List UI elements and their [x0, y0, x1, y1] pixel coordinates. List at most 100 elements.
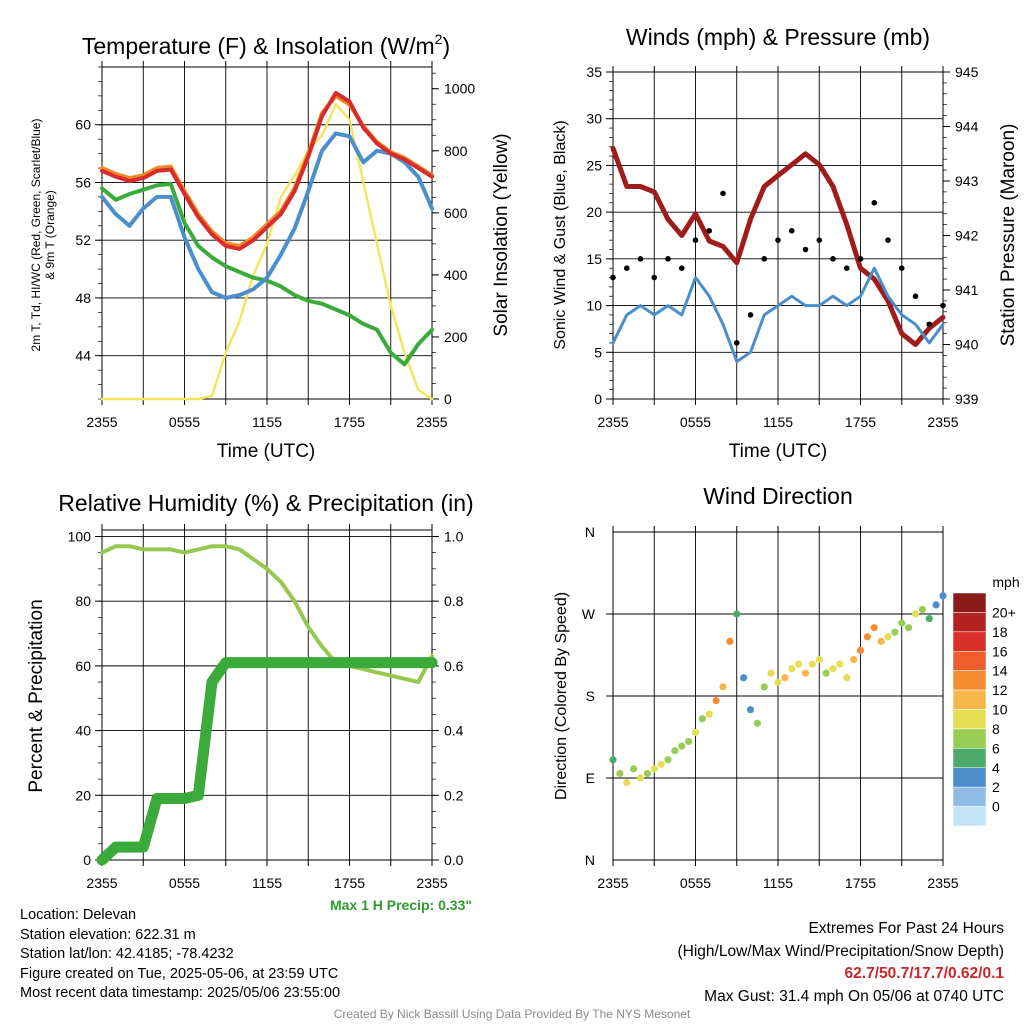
temperature-ytick-label: 44 [75, 348, 91, 364]
wind-direction-ytick-label: S [586, 688, 595, 704]
humidity-ytick-label: 80 [75, 593, 91, 609]
winds-ytick-right-label: 941 [955, 282, 979, 298]
winds-series-gust [706, 228, 713, 234]
winds-series-gust [775, 237, 781, 243]
winds-ytick-label: 15 [586, 251, 602, 267]
wind-direction-point [705, 710, 713, 718]
colorbar-swatch [952, 631, 987, 652]
humidity-series-precipitation [96, 657, 438, 866]
wind-direction-point [643, 769, 651, 778]
wind-direction-point [795, 660, 803, 668]
wind-direction-point [753, 719, 761, 727]
wind-direction-point [691, 728, 700, 737]
temperature-series-solar-insolation [100, 102, 434, 401]
temperature-ytick-right-label: 0 [444, 391, 452, 407]
humidity-xtick-label: 2355 [86, 875, 117, 891]
winds-xlabel: Time (UTC) [729, 441, 828, 462]
temperature-ytick-right-label: 600 [444, 205, 468, 221]
colorbar-swatch [952, 748, 987, 768]
wind-direction-point [733, 610, 741, 618]
winds-ytick-right-label: 945 [955, 64, 979, 80]
humidity-chart-title: Relative Humidity (%) & Precipitation (i… [58, 490, 473, 516]
wind-direction-point [898, 619, 906, 627]
temperature-ytick-right-label: 400 [444, 267, 468, 283]
wind-direction-point [822, 669, 830, 677]
colorbar-swatch [952, 767, 987, 788]
winds-series-gust [651, 274, 658, 281]
wind-direction-point [905, 624, 913, 632]
extremes-values: 62.7/50.7/17.7/0.62/0.1 [844, 965, 1004, 982]
temperature-ytick-right-label: 800 [444, 143, 468, 159]
winds-ytick-label: 20 [586, 204, 602, 220]
humidity-xtick-label: 0555 [169, 875, 200, 891]
wind-direction-point [856, 646, 865, 655]
wind-direction-point [671, 747, 679, 755]
winds-series-gust [843, 265, 850, 272]
colorbar-label: 20+ [992, 604, 1016, 620]
winds-ytick-right-label: 939 [955, 391, 979, 407]
temperature-ytick-right-label: 1000 [444, 81, 475, 97]
winds-ylabel-left: Sonic Wind & Gust (Blue, Black) [552, 120, 569, 349]
figure-created: Figure created on Tue, 2025-05-06, at 23… [20, 965, 339, 982]
wind-direction-ylabel: Direction (Colored By Speed) [553, 592, 570, 800]
wind-direction-point [863, 633, 871, 641]
temperature-ylabel-left-line2: & 9m T (Orange) [43, 190, 57, 280]
colorbar-swatch [952, 651, 987, 671]
humidity-ytick-right-label: 1.0 [444, 528, 464, 544]
wind-direction-xtick-label: 2355 [927, 875, 958, 891]
station-latlon: Station lat/lon: 42.4185; -78.4232 [20, 946, 234, 962]
colorbar-label: 14 [992, 663, 1008, 679]
temperature-xtick-label: 0555 [169, 414, 200, 430]
winds-ytick-label: 10 [586, 298, 602, 314]
winds-xtick-label: 2355 [927, 414, 958, 430]
winds-series-gust [610, 274, 616, 281]
wind-direction-point [829, 665, 837, 673]
humidity-ytick-label: 60 [75, 658, 91, 674]
temperature-xtick-label: 2355 [416, 414, 447, 430]
humidity-ytick-label: 0 [83, 852, 91, 868]
wind-direction-point [657, 760, 665, 768]
temperature-ytick-label: 56 [75, 174, 91, 190]
wind-direction-point [726, 637, 734, 645]
humidity-xtick-label: 2355 [416, 875, 447, 891]
wind-direction-ytick-label: W [582, 606, 596, 622]
temperature-xtick-label: 2355 [86, 414, 117, 430]
winds-series-gust [871, 200, 878, 206]
colorbar-swatch [952, 709, 987, 730]
humidity-ytick-label: 40 [75, 723, 91, 739]
wind-direction-point [850, 655, 858, 664]
temperature-chart-title: Temperature (F) & Insolation (W/m2) [82, 31, 450, 59]
most-recent-data: Most recent data timestamp: 2025/05/06 2… [20, 985, 341, 1001]
winds-series-gust [665, 256, 671, 262]
wind-direction-point [877, 637, 885, 645]
winds-series-gust [912, 293, 919, 300]
humidity-ytick-label: 20 [75, 787, 91, 803]
winds-series-gust [720, 190, 726, 197]
winds-series-gust [926, 321, 933, 328]
humidity-ytick-right-label: 0.0 [444, 852, 464, 868]
wind-direction-point [774, 678, 782, 686]
colorbar-label: 10 [992, 702, 1008, 718]
credit-line: Created By Nick Bassill Using Data Provi… [333, 1007, 691, 1021]
wind-direction-xtick-label: 1155 [763, 875, 793, 891]
winds-ytick-label: 35 [586, 64, 602, 80]
winds-series-station-pressure [610, 145, 946, 347]
humidity-xtick-label: 1755 [334, 875, 365, 891]
extremes-box: Extremes For Past 24 Hours (High/Low/Max… [678, 918, 1005, 1008]
winds-series-gust [857, 256, 864, 262]
temperature-ylabel-left-line1: 2m T, Td, HI/WC (Red, Green, Scarlet/Blu… [29, 119, 43, 352]
winds-ytick-label: 0 [594, 391, 602, 407]
winds-series-gust [637, 256, 644, 262]
wind-direction-xtick-label: 0555 [680, 875, 711, 891]
wind-direction-point [843, 674, 851, 682]
winds-series-gust [692, 237, 699, 243]
wind-direction-point [836, 660, 844, 668]
colorbar-label: 12 [992, 682, 1008, 698]
wind-direction-point [664, 756, 672, 764]
colorbar-label: 4 [992, 760, 1000, 776]
wind-direction-point [678, 742, 686, 750]
colorbar-title: mph [992, 574, 1019, 590]
winds-series-gust [788, 228, 795, 234]
precip-annotation: Max 1 H Precip: 0.33" [330, 897, 472, 913]
temperature-series-2m-t [100, 91, 434, 251]
